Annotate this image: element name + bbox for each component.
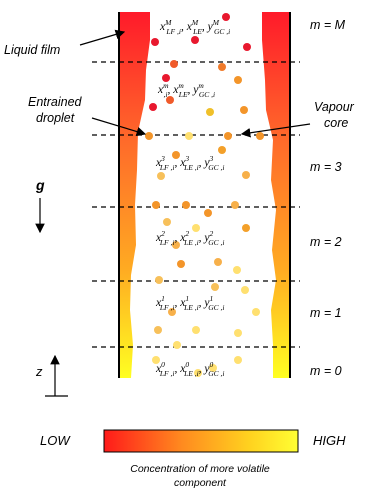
entrained-droplet-arrow [91,117,147,137]
gravity-label: g [35,177,45,193]
legend-caption: Concentration of more volatile [130,463,270,475]
vapour-core-arrow [240,123,311,138]
entrained-droplet-label-2: droplet [36,111,75,125]
legend-gradient-bar [103,429,299,453]
concentration-m-3: x3 LF ,i, x3 LE ,i, y3 GC ,i [155,154,225,172]
concentration-m-M: xM LF ,i, xM LE, yM GC ,i [159,18,230,36]
liquid-film-label: Liquid film [4,43,60,57]
segment-label-0: m = 0 [310,364,342,378]
height-label: z [35,364,43,379]
entrained-droplets [145,13,264,377]
entrained-droplet-label: Entrained [28,95,83,109]
segment-label-1: m = 1 [310,306,342,320]
legend-caption-2: component [174,477,227,489]
concentration-m-2: x2 LF ,i, x2 LE ,i, y2 GC ,i [155,229,225,247]
segment-boundaries [92,61,300,348]
liquid-film-arrow [79,29,126,46]
legend-high-label: HIGH [313,433,346,448]
concentration-m-m: xm ,i, xm LE, ym GC ,i [157,81,215,99]
liquid-film-right [262,12,289,378]
segment-label-M: m = M [310,18,346,32]
vapour-core-label: Vapour [314,100,355,114]
concentration-m-0: x0 LF ,i, x0 LE ,i, y0 GC ,i [155,360,225,378]
liquid-film-left [120,12,150,378]
legend-low-label: LOW [40,433,71,448]
concentration-m-1: x1 LF ,i, x1 LE ,i, y1 GC ,i [155,294,225,312]
concentration-legend: LOW HIGH Concentration of more volatile … [40,429,346,489]
segment-label-3: m = 3 [310,160,342,174]
segment-index-labels: m = M m = 3 m = 2 m = 1 m = 0 [310,18,346,378]
vapour-core-label-2: core [324,116,348,130]
concentration-labels: xM LF ,i, xM LE, yM GC ,i xm ,i, xm LE, ym GC … [155,18,230,378]
segment-label-2: m = 2 [310,235,342,249]
